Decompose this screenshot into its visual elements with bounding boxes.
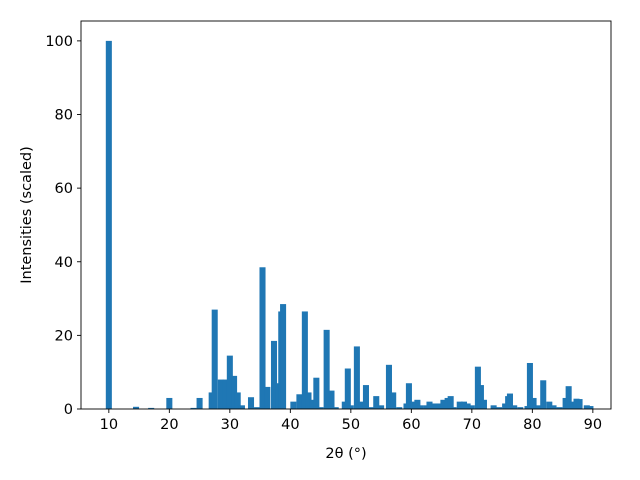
x-tick-label: 70 [463, 417, 481, 433]
bar [259, 267, 266, 409]
bar [396, 407, 403, 409]
bar [378, 405, 385, 409]
bar [540, 380, 547, 409]
bar [556, 407, 563, 409]
bar [166, 397, 173, 409]
bar [362, 385, 369, 409]
bar [436, 403, 443, 409]
bar [323, 329, 330, 409]
bar [456, 401, 463, 409]
bar [405, 383, 412, 409]
bar [234, 392, 241, 409]
bar [344, 368, 351, 409]
bar [226, 355, 233, 409]
bar [368, 407, 376, 409]
bar [460, 401, 468, 409]
x-tick-label: 10 [100, 417, 118, 433]
bar [373, 396, 380, 409]
y-tick-label: 60 [55, 181, 73, 197]
y-tick-label: 20 [55, 328, 73, 344]
bar [358, 401, 365, 409]
bar [296, 394, 303, 409]
axes-frame [80, 20, 612, 410]
x-tick-label: 20 [160, 417, 178, 433]
bar [511, 405, 518, 409]
bar [464, 403, 471, 409]
x-tick-label: 30 [221, 417, 239, 433]
bar [290, 401, 297, 409]
bar [309, 399, 316, 409]
bar [417, 405, 424, 409]
bar [583, 405, 590, 409]
y-tick-label: 100 [45, 34, 73, 50]
bar [546, 401, 553, 409]
bar [390, 392, 397, 409]
x-tick-label: 60 [402, 417, 420, 433]
x-tick-label: 90 [584, 417, 602, 433]
bar [105, 40, 112, 409]
bar [270, 340, 278, 409]
y-tick-label: 80 [55, 108, 73, 124]
bar [353, 346, 360, 409]
bar [468, 405, 475, 409]
bar [447, 396, 454, 409]
bar [222, 379, 229, 409]
x-tick-label: 40 [281, 417, 299, 433]
bar [426, 401, 433, 409]
bar [211, 309, 218, 409]
bar [217, 379, 224, 409]
bar [190, 407, 197, 409]
bar [526, 362, 533, 409]
bar [332, 407, 339, 409]
bar [480, 399, 487, 409]
y-tick-label: 40 [55, 255, 73, 271]
x-axis-label: 2θ (°) [325, 446, 366, 462]
bar [496, 407, 503, 409]
y-tick-label: 0 [64, 402, 73, 418]
plot-area [105, 40, 594, 409]
bar [301, 311, 308, 409]
bar [317, 407, 324, 409]
bar [148, 407, 155, 409]
bar [328, 390, 335, 409]
bar [313, 377, 320, 409]
bar [576, 399, 583, 409]
bar [550, 405, 557, 409]
bar [410, 401, 417, 409]
bar [517, 407, 524, 409]
bar [587, 406, 594, 409]
bar [490, 405, 497, 409]
x-tick-label: 80 [523, 417, 541, 433]
bar [535, 405, 542, 409]
bar [385, 364, 392, 409]
bar [196, 397, 203, 409]
bar [264, 386, 271, 409]
bar [414, 399, 421, 409]
bar [231, 375, 238, 409]
y-axis-label: Intensities (scaled) [19, 146, 35, 284]
bar [238, 405, 245, 409]
bar [431, 403, 438, 409]
x-tick-label: 50 [342, 417, 360, 433]
bar [254, 407, 261, 409]
bar [569, 401, 576, 409]
bar [565, 386, 572, 409]
bar [440, 399, 447, 409]
bar [477, 385, 484, 409]
bar [305, 392, 312, 409]
bar [280, 304, 287, 409]
bar [347, 405, 354, 409]
bar [530, 397, 537, 409]
bar [450, 407, 457, 409]
bar [133, 406, 140, 409]
bar [506, 393, 513, 409]
bar [247, 397, 255, 409]
